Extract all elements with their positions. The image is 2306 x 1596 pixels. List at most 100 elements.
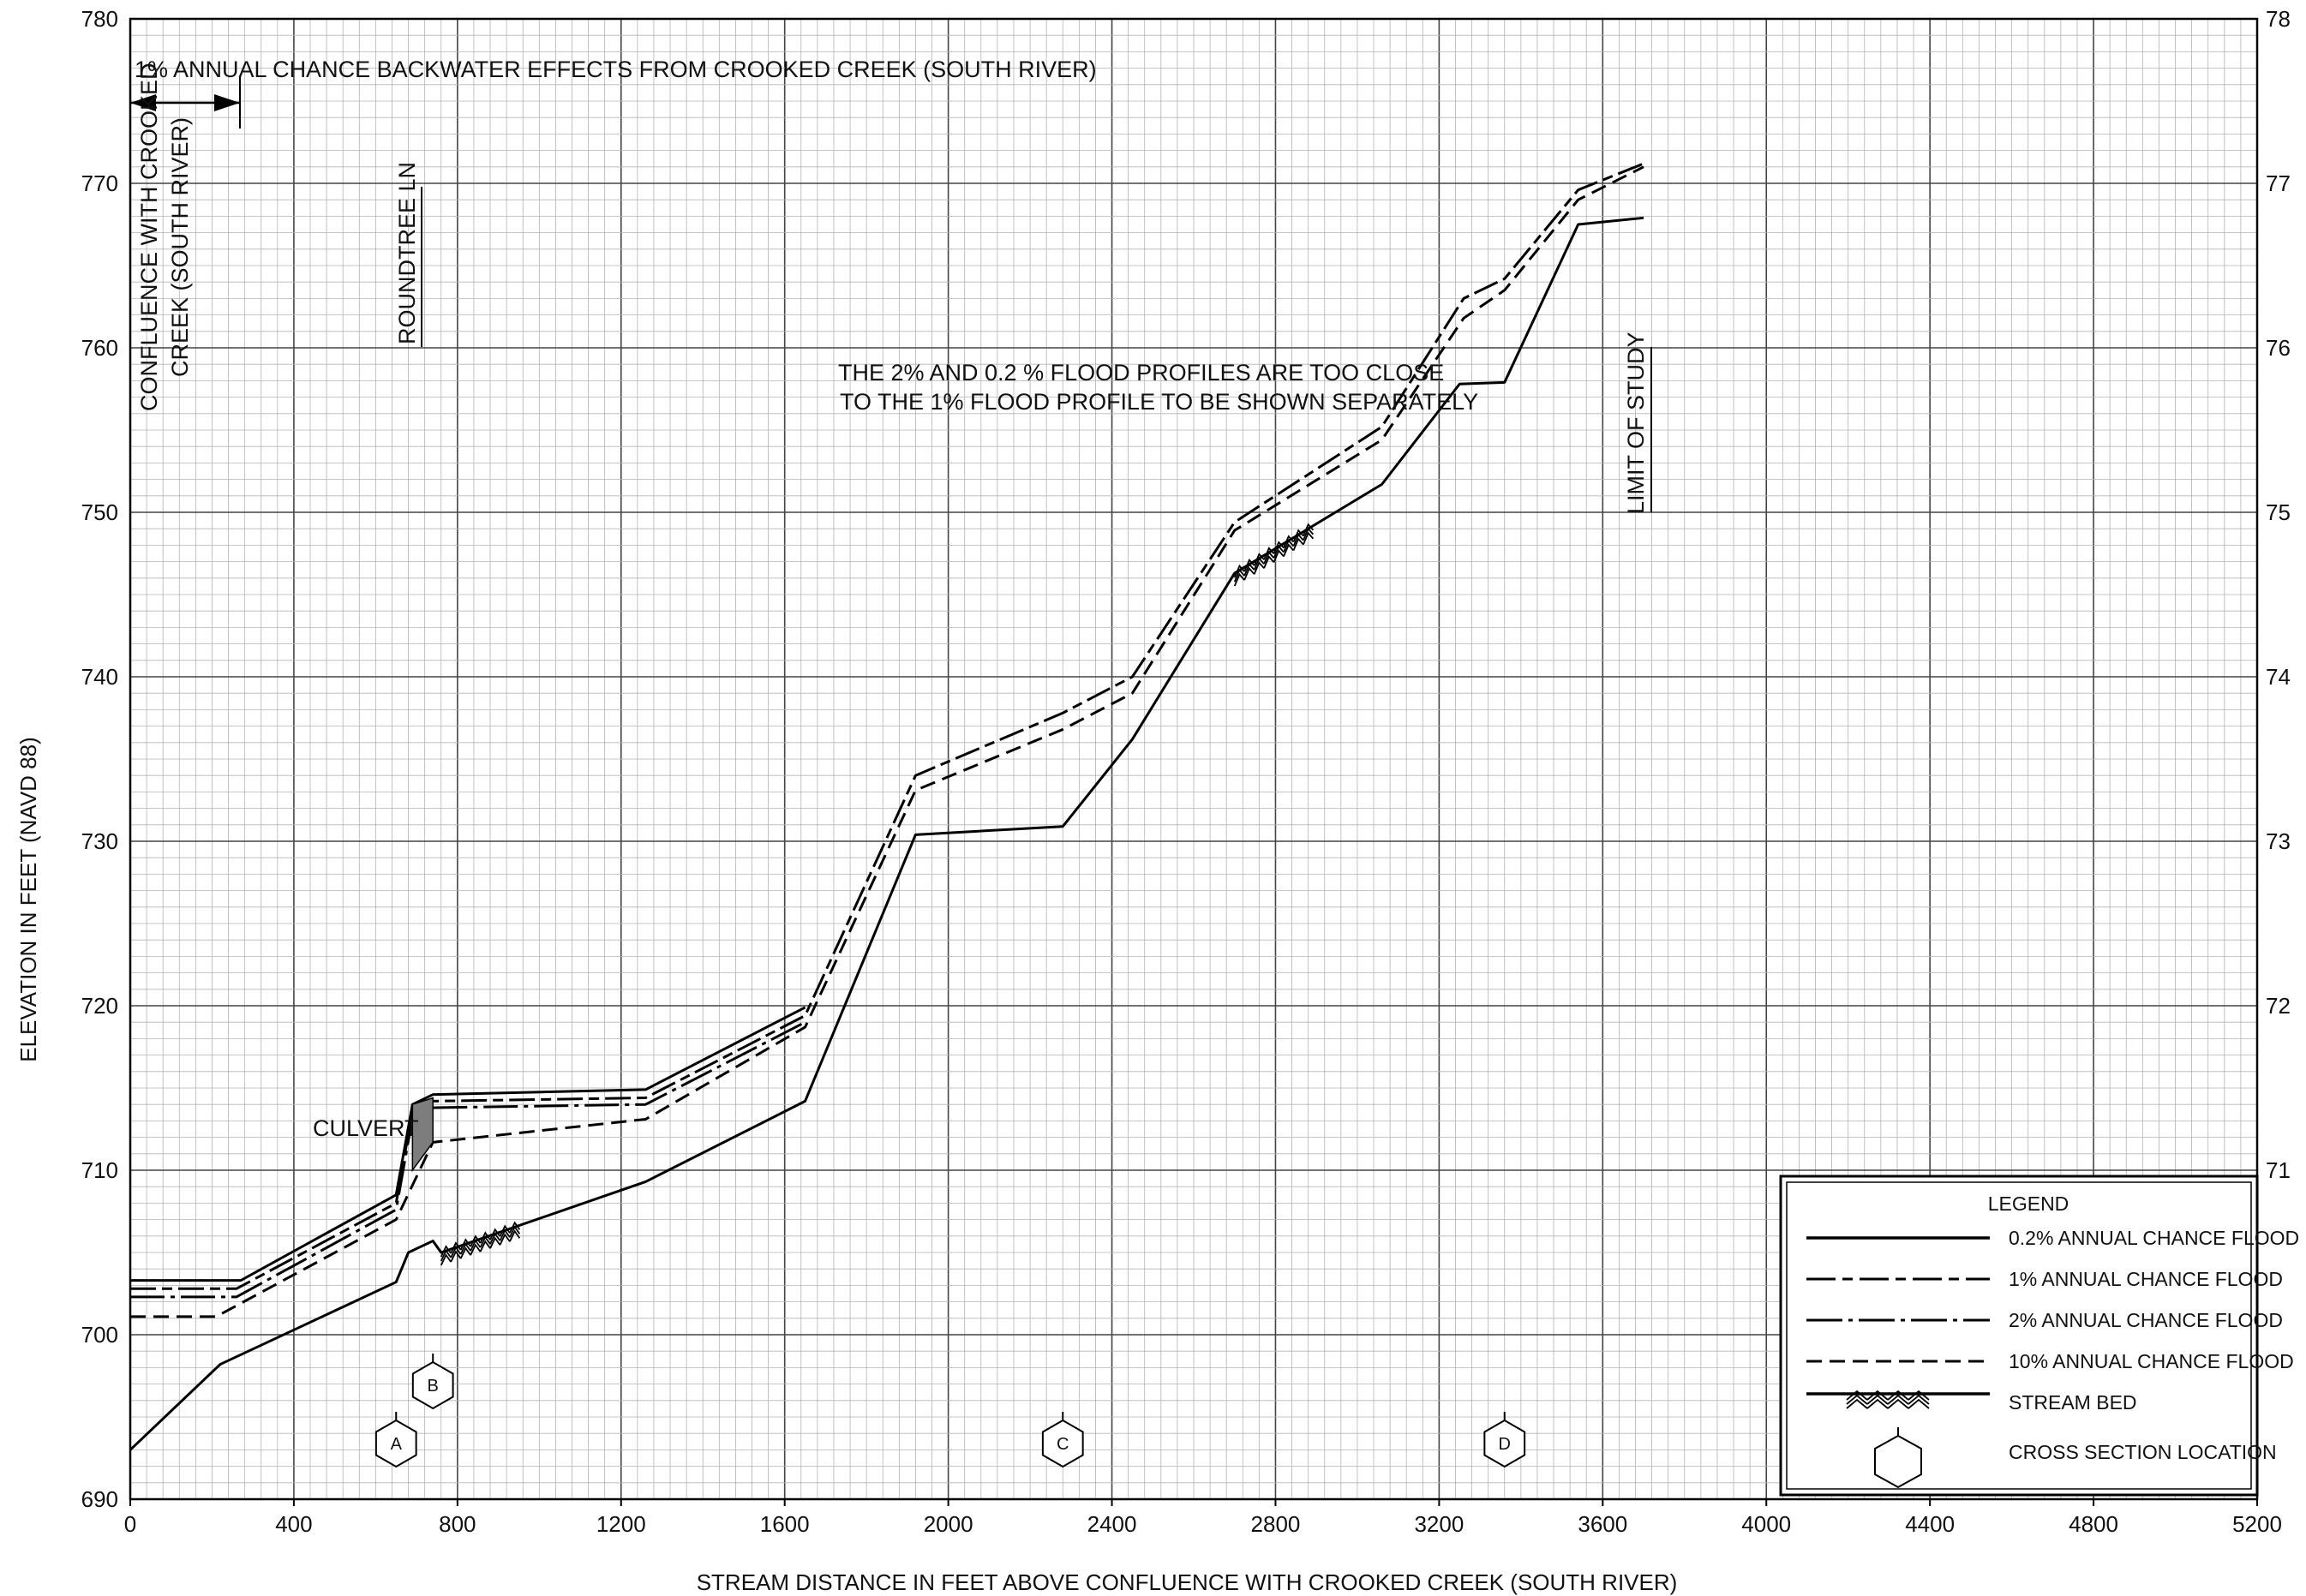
- streambed-hatch-group: [440, 523, 1315, 1266]
- streambed-hatch: [450, 1246, 462, 1258]
- cross-section-label: B: [428, 1377, 439, 1396]
- streambed-hatch: [459, 1246, 471, 1259]
- y-tick-label-right: 76: [2266, 335, 2291, 361]
- y-tick-label: 690: [81, 1486, 118, 1512]
- streambed-hatch: [489, 1228, 501, 1240]
- legend-hatch-mark: [1846, 1398, 1868, 1409]
- streambed-hatch: [1253, 557, 1265, 571]
- streambed-hatch: [1283, 535, 1295, 548]
- backwater-arrow-right-head: [214, 94, 240, 111]
- x-tick-label: 4800: [2069, 1511, 2118, 1537]
- streambed-hatch: [1292, 529, 1304, 542]
- legend-hatch-mark: [1908, 1394, 1930, 1405]
- cross-section-markers: A B C D: [374, 1354, 1526, 1468]
- streambed-hatch: [489, 1236, 501, 1249]
- y-tick-label-right: 78: [2266, 6, 2291, 32]
- streambed-hatch: [1273, 549, 1285, 563]
- legend-hatch-mark: [1866, 1390, 1889, 1401]
- streambed-hatch: [1233, 564, 1245, 578]
- legend-hatch-mark: [1908, 1390, 1930, 1401]
- x-axis-title: STREAM DISTANCE IN FEET ABOVE CONFLUENCE…: [697, 1569, 1678, 1595]
- streambed-hatch: [1233, 572, 1245, 587]
- streambed-hatch: [450, 1250, 462, 1263]
- plot-frame: [129, 17, 2259, 1501]
- legend-hatch-mark: [1846, 1390, 1868, 1401]
- legend-swatch-5: [1874, 1427, 1922, 1489]
- streambed-hatch: [1253, 553, 1265, 566]
- y-tick-label: 770: [81, 170, 118, 196]
- legend-hatch-mark: [1887, 1394, 1909, 1405]
- confluence-label-line1: CONFLUENCE WITH CROOKED: [136, 63, 162, 411]
- legend-hatch-mark: [1887, 1398, 1909, 1409]
- streambed-hatch: [499, 1228, 511, 1241]
- x-tick-label: 2800: [1251, 1511, 1301, 1537]
- streambed-hatch: [1273, 545, 1285, 559]
- y-tick-label: 750: [81, 499, 118, 525]
- culvert-label: CULVERT: [313, 1115, 419, 1141]
- x-tick-label: 1600: [760, 1511, 810, 1537]
- legend-label-2: 2% ANNUAL CHANCE FLOOD: [2009, 1309, 2283, 1331]
- y-tick-label-right: 74: [2266, 664, 2291, 690]
- series-lines: [129, 162, 1644, 1451]
- legend-title: LEGEND: [1988, 1193, 2069, 1215]
- streambed-hatch: [1243, 559, 1255, 572]
- streambed-hatch: [459, 1242, 471, 1255]
- series-line-2: [130, 1020, 806, 1299]
- y-tick-labels: 690 700 710 720 730 740 750 760 770 780: [81, 6, 118, 1512]
- streambed-hatch: [1253, 561, 1265, 575]
- y-tick-label: 740: [81, 664, 118, 690]
- x-tick-label: 3600: [1578, 1511, 1627, 1537]
- y-tick-label-right: 75: [2266, 499, 2291, 525]
- x-tick-label: 4000: [1741, 1511, 1791, 1537]
- limit-of-study-label: LIMIT OF STUDY: [1623, 332, 1649, 514]
- streambed-hatch: [1263, 555, 1275, 569]
- streambed-hatch: [1243, 567, 1255, 581]
- y-tick-label-right: 71: [2266, 1157, 2291, 1183]
- series-line-3: [130, 165, 1644, 1318]
- streambed-hatch: [479, 1240, 491, 1252]
- streambed-hatch: [470, 1239, 482, 1252]
- cross-section-hex: [411, 1360, 454, 1410]
- x-tick-label: 400: [275, 1511, 312, 1537]
- y-tick-label: 780: [81, 6, 118, 32]
- streambed-hatch: [1303, 531, 1315, 546]
- streambed-hatch: [489, 1232, 501, 1245]
- y-tick-label: 710: [81, 1157, 118, 1183]
- y-tick-label: 730: [81, 828, 118, 854]
- streambed-hatch: [1263, 551, 1275, 565]
- x-tick-label: 0: [124, 1511, 136, 1537]
- legend-label-4: STREAM BED: [2009, 1391, 2137, 1414]
- confluence-annotation: CONFLUENCE WITH CROOKED CREEK (SOUTH RIV…: [136, 63, 193, 411]
- x-tick-label: 4400: [1905, 1511, 1955, 1537]
- legend-hatch-mark: [1846, 1394, 1868, 1405]
- streambed-hatch: [509, 1221, 521, 1234]
- y-tick-label-right: 73: [2266, 828, 2291, 854]
- streambed-hatch: [1263, 547, 1275, 560]
- streambed-hatch: [509, 1229, 521, 1242]
- legend-hatch-mark: [1866, 1398, 1889, 1409]
- y-axis-title: ELEVATION IN FEET (NAVD 88): [15, 737, 41, 1062]
- streambed-hatch: [440, 1249, 452, 1262]
- x-tick-label: 2400: [1087, 1511, 1137, 1537]
- cross-section-label: D: [1499, 1435, 1511, 1454]
- streambed-hatch: [479, 1235, 491, 1248]
- streambed-hatch: [1233, 568, 1245, 583]
- profiles-note: THE 2% AND 0.2 % FLOOD PROFILES ARE TOO …: [838, 360, 1478, 415]
- series-line-1: [130, 162, 1644, 1290]
- streambed-hatch: [450, 1241, 462, 1254]
- streambed-hatch: [1303, 523, 1315, 537]
- y-tick-label-right: 77: [2266, 170, 2291, 196]
- series-line-4: [129, 216, 1644, 1451]
- legend: LEGEND 0.2% ANNUAL CHANCE FLOOD 1% ANNUA…: [1779, 1175, 2299, 1497]
- y-tick-label: 760: [81, 335, 118, 361]
- streambed-hatch: [1283, 539, 1295, 553]
- y-tick-labels-right: 78 77 76 75 74 73 72 71: [2266, 6, 2291, 1183]
- profiles-note-line2: TO THE 1% FLOOD PROFILE TO BE SHOWN SEPA…: [840, 389, 1478, 415]
- y-tick-label: 720: [81, 993, 118, 1019]
- streambed-hatch: [499, 1224, 511, 1237]
- streambed-hatch: [1243, 563, 1255, 577]
- x-tick-label: 3200: [1414, 1511, 1464, 1537]
- streambed-hatch: [470, 1234, 482, 1247]
- streambed-hatch: [440, 1253, 452, 1266]
- streambed-hatch: [1292, 537, 1304, 551]
